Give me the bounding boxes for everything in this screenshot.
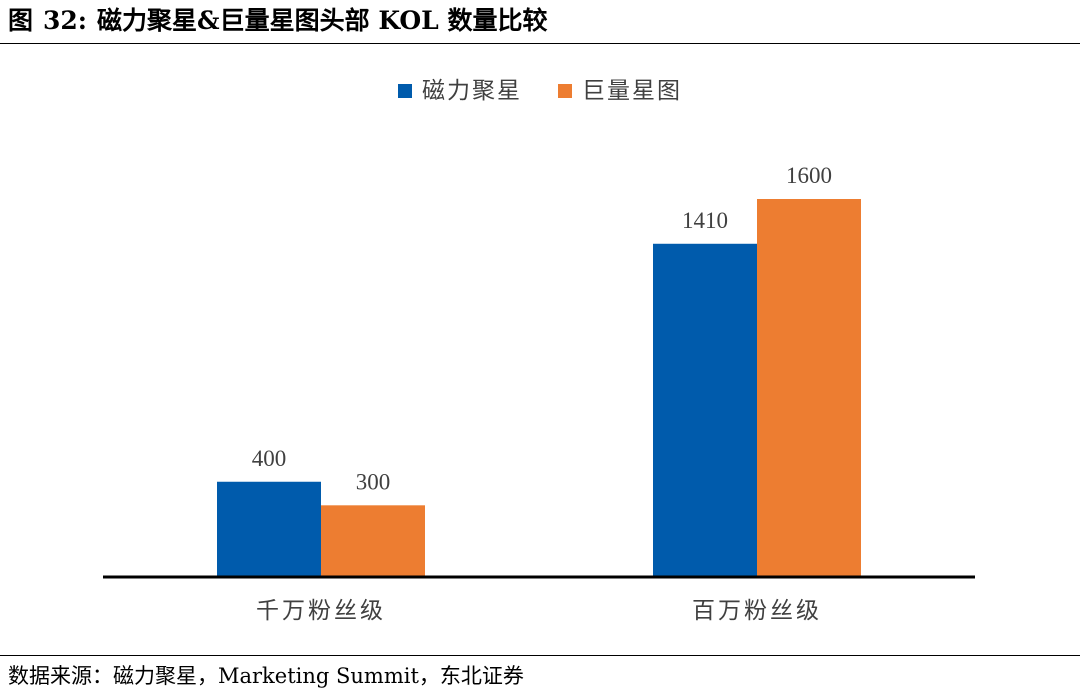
bar-2-2 (757, 199, 861, 576)
figure-title-text: 磁力聚星&巨量星图头部 KOL 数量比较 (97, 6, 548, 35)
legend-label-2: 巨量星图 (582, 78, 682, 104)
data-label-1-2: 1410 (682, 208, 728, 233)
figure-number: 32: (43, 6, 88, 35)
bar-2-1 (321, 505, 425, 576)
title-rule (0, 43, 1080, 44)
data-label-1-1: 400 (252, 446, 287, 471)
bar-1-2 (653, 243, 757, 577)
figure-title: 图 32: 磁力聚星&巨量星图头部 KOL 数量比较 (8, 2, 547, 40)
figure-label: 图 (8, 6, 34, 35)
source-note: 数据来源：磁力聚星，Marketing Summit，东北证券 (8, 664, 524, 688)
data-label-2-2: 1600 (786, 163, 832, 188)
category-label-2: 百万粉丝级 (692, 598, 822, 624)
legend-swatch-1 (398, 84, 412, 98)
legend-label-1: 磁力聚星 (422, 78, 522, 104)
legend-swatch-2 (558, 84, 572, 98)
data-label-2-1: 300 (356, 469, 391, 494)
bar-chart: 磁力聚星 巨量星图 400 300 千万粉丝级 1410 1600 百万粉丝级 (103, 78, 975, 624)
source-rule (0, 655, 1080, 656)
category-label-1: 千万粉丝级 (256, 598, 386, 624)
bar-1-1 (217, 481, 321, 576)
